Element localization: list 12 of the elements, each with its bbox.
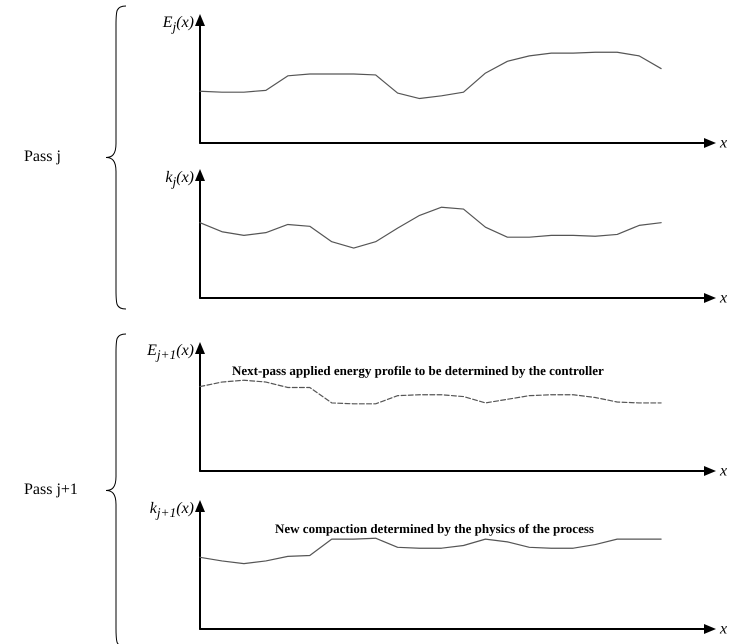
text: New compaction determined by the physics of the process (275, 521, 594, 536)
y-axis-title: E$_{j+1}$(x) (147, 342, 194, 364)
x-axis-title: x (719, 462, 728, 480)
x-axis-title: x (719, 290, 728, 306)
x-axis-title: x (719, 134, 728, 152)
y-axis-title: E$_{j}$(x) (162, 14, 194, 36)
y-axis-title: k$_{j+1}$(x) (150, 500, 194, 522)
text: Pass j (24, 148, 61, 166)
text: Pass j+1 (24, 480, 78, 498)
y-axis-title: k$_{j}$(x) (165, 169, 194, 190)
text: Next-pass applied energy profile to be determined by the controller (232, 363, 604, 378)
x-axis-title: x (719, 620, 728, 638)
